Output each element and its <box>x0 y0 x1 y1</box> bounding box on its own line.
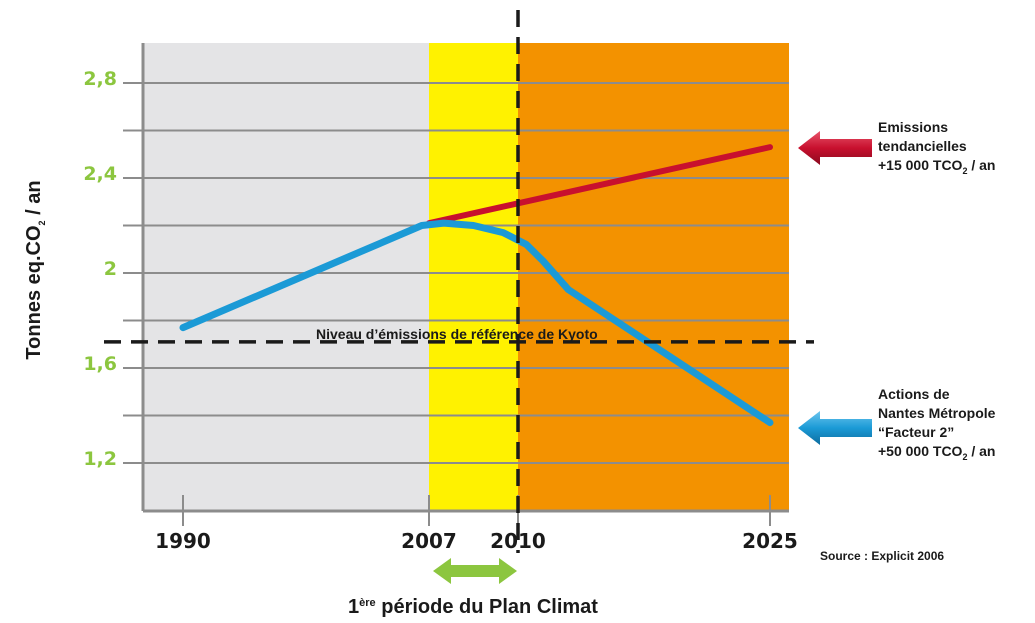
y-tick-labels: 1,2 1,6 2 2,4 2,8 <box>83 68 117 470</box>
period-caption: 1ère période du Plan Climat <box>348 596 598 618</box>
trend-annotation-line3-sub: 2 <box>962 166 967 176</box>
x-tick-label: 1990 <box>155 529 211 553</box>
x-tick-label: 2025 <box>742 529 798 553</box>
series-lines <box>179 144 774 427</box>
y-tick-label: 1,2 <box>83 448 117 470</box>
trend-annotation-line3: +15 000 TCO2 / an <box>878 157 995 176</box>
trend-annotation-line2: tendancielles <box>878 138 967 154</box>
band-period <box>429 43 518 511</box>
actions-annotation-line1: Actions de <box>878 386 950 402</box>
actions-arrow-icon <box>798 411 872 445</box>
actions-annotation-line4: +50 000 TCO2 / an <box>878 443 995 462</box>
band-future <box>518 43 789 511</box>
trend-arrow-icon <box>798 131 872 165</box>
trend-annotation: Emissions tendancielles +15 000 TCO2 / a… <box>798 119 995 176</box>
y-tick-label: 2,8 <box>83 68 117 90</box>
trend-annotation-line1: Emissions <box>878 119 948 135</box>
kyoto-reference <box>104 10 814 553</box>
actions-annotation-line3: “Facteur 2” <box>878 424 954 440</box>
kyoto-reference-label: Niveau d’émissions de référence de Kyoto <box>316 326 598 342</box>
period-caption-pre: 1 <box>348 596 359 618</box>
trend-annotation-line3-tail: / an <box>967 157 995 173</box>
y-tick-label: 2 <box>104 258 117 280</box>
y-tick-label: 2,4 <box>83 163 117 185</box>
actions-annotation-line4-sub: 2 <box>962 452 967 462</box>
actions-annotation: Actions de Nantes Métropole “Facteur 2” … <box>798 386 996 462</box>
period-caption-sup: ère <box>359 597 376 609</box>
actions-annotation-line4-tail: / an <box>967 443 995 459</box>
y-axis-label-main: Tonnes eq.CO <box>23 225 45 359</box>
y-tick-label: 1,6 <box>83 353 117 375</box>
actions-annotation-line4-main: +50 000 TCO <box>878 443 963 459</box>
period-double-arrow-icon <box>433 558 517 584</box>
x-tick-labels: 1990 2007 2010 2025 <box>155 529 798 553</box>
y-axis-label-sub: 2 <box>37 220 47 225</box>
period-bands <box>143 43 789 511</box>
y-axis-label-tail: / an <box>23 180 45 220</box>
y-axis-label: Tonnes eq.CO2 / an <box>23 180 47 359</box>
actions-series-line <box>179 219 774 427</box>
x-tick-label: 2010 <box>490 529 546 553</box>
trend-annotation-line3-main: +15 000 TCO <box>878 157 963 173</box>
period-caption-text: période du Plan Climat <box>376 596 599 618</box>
x-tick-label: 2007 <box>401 529 457 553</box>
trend-series-line <box>426 144 773 227</box>
band-past <box>143 43 429 511</box>
source-label: Source : Explicit 2006 <box>820 549 944 563</box>
actions-annotation-line2: Nantes Métropole <box>878 405 996 421</box>
